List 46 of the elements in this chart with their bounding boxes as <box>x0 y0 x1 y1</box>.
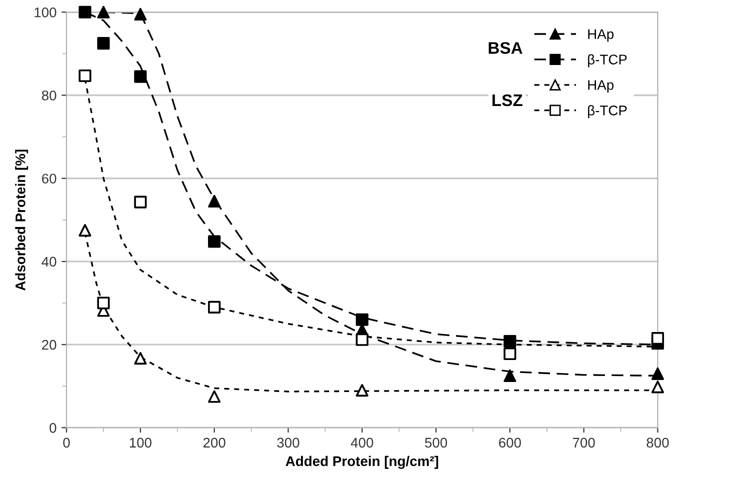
point <box>504 347 516 360</box>
y-tick-label: 20 <box>42 340 56 350</box>
y-tick-label: 100 <box>34 7 56 18</box>
point <box>134 70 147 83</box>
point <box>208 390 221 403</box>
point <box>97 6 110 18</box>
legend-label: HAp <box>588 80 614 93</box>
point <box>504 369 516 382</box>
point <box>651 367 664 380</box>
x-tick-label: 300 <box>277 438 300 448</box>
x-tick-label: 500 <box>424 438 448 448</box>
x-tick-label: 400 <box>350 438 374 448</box>
point <box>97 37 110 50</box>
legend-label: β-TCP <box>588 54 627 68</box>
point <box>651 332 664 345</box>
y-axis-title: Adsorbed Protein [%] <box>15 150 28 291</box>
x-tick-label: 800 <box>646 438 669 448</box>
x-tick-label: 700 <box>572 438 595 448</box>
point <box>208 194 221 208</box>
annotation: BSA <box>488 42 522 54</box>
x-tick-label: 600 <box>499 438 521 448</box>
point <box>134 8 147 21</box>
point <box>208 235 221 248</box>
point <box>208 300 221 314</box>
point <box>78 69 92 82</box>
point <box>97 296 110 310</box>
point <box>651 380 664 394</box>
point <box>78 6 92 18</box>
point <box>356 384 368 397</box>
annotation: LSZ <box>492 94 522 106</box>
point <box>504 334 516 348</box>
y-tick-label: 80 <box>42 90 56 100</box>
point <box>134 352 147 365</box>
x-tick-label: 0 <box>63 438 70 448</box>
point <box>356 333 368 346</box>
y-tick-label: 0 <box>50 423 56 433</box>
point <box>134 196 147 208</box>
y-tick-label: 60 <box>42 174 56 184</box>
legend-label: β-TCP <box>588 105 627 118</box>
point <box>78 224 92 237</box>
point <box>356 313 368 326</box>
x-axis-title: Added Protein [ng/cm²] <box>286 456 438 469</box>
y-tick-label: 40 <box>42 256 56 267</box>
x-tick-label: 100 <box>130 438 152 448</box>
legend-label: HAp <box>588 29 614 42</box>
x-tick-label: 200 <box>203 438 226 448</box>
